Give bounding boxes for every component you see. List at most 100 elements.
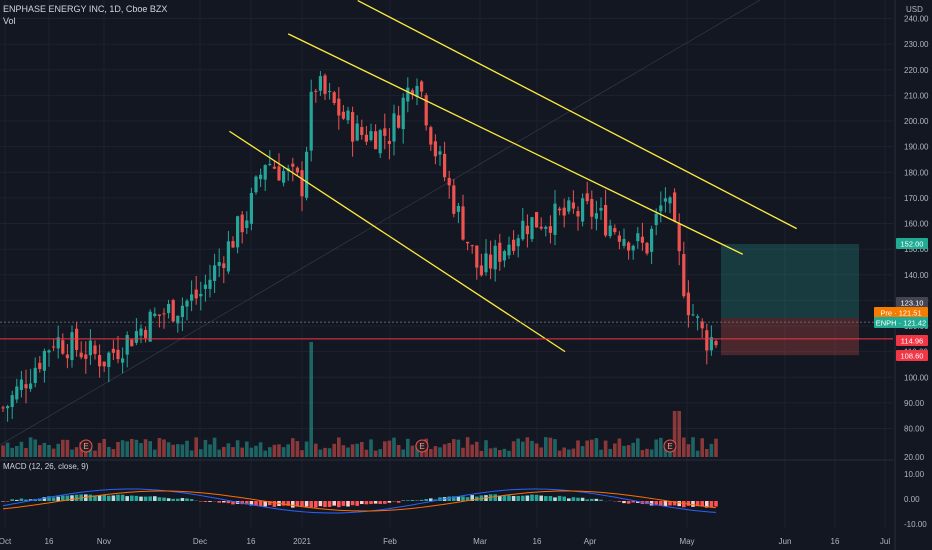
candle-body [231, 241, 235, 248]
candle-body [709, 337, 713, 351]
earnings-label: E [83, 442, 88, 451]
macd-histogram-bar [341, 501, 346, 506]
horizontal-lines[interactable] [0, 321, 893, 340]
macd-histogram-bar [309, 501, 313, 508]
volume-bar [475, 441, 479, 457]
macd-histogram-bar [387, 501, 392, 503]
candle-body [627, 242, 631, 251]
candle-body [314, 90, 318, 92]
candle-body [65, 354, 69, 359]
candle-body [645, 242, 649, 254]
position-tool[interactable] [721, 244, 859, 356]
candle-body [378, 130, 382, 154]
candle-body [622, 239, 626, 246]
macd-histogram-bar [116, 494, 120, 501]
time-tick-label: 16 [831, 537, 840, 546]
macd-histogram-bar [162, 497, 166, 501]
candle-body [392, 113, 396, 142]
volume-bar [544, 437, 548, 457]
volume-bar [341, 445, 346, 457]
candle-body [507, 244, 511, 256]
volume-bar [28, 437, 33, 457]
candle-body [305, 151, 309, 198]
volume-bar [111, 449, 116, 457]
candle-body [213, 265, 217, 281]
macd-histogram-bar [281, 501, 286, 506]
channel-lines[interactable] [229, 0, 798, 353]
volume-bar [258, 442, 263, 457]
volume-bar [327, 448, 332, 457]
macd-histogram-bar [539, 495, 543, 501]
candle-body [369, 131, 373, 141]
price-badge-label: 108.60 [901, 352, 924, 361]
candle-body [397, 115, 401, 128]
volume-bar [245, 441, 249, 457]
candle-body [162, 313, 166, 315]
volume-bar [626, 445, 631, 457]
candle-body [6, 406, 10, 409]
volume-bar [695, 450, 700, 457]
candle-body [84, 354, 88, 359]
volume-bar [281, 447, 286, 457]
time-axis[interactable]: Oct 16 Nov Dec 16 2021 Feb Mar 16 Apr May Jun 16 Jul [0, 537, 890, 546]
volume-bar [107, 446, 111, 457]
volume-bar [502, 448, 507, 457]
candle-body [240, 214, 244, 233]
volume-bar [709, 443, 714, 457]
macd-histogram-bar [139, 496, 143, 501]
macd-histogram-bar [705, 501, 709, 508]
macd-histogram-bar [631, 501, 635, 503]
price-tick-label: 230.00 [904, 40, 929, 49]
candle-body [134, 331, 138, 343]
candle-body [581, 198, 585, 222]
price-axis[interactable]: 240.00 230.00 220.00 210.00 200.00 190.00 180.… [904, 15, 929, 530]
candle-body [277, 166, 281, 181]
candle-body [512, 239, 516, 251]
price-badge-label: Pre · 121.51 [880, 309, 921, 318]
volume-bar [383, 441, 387, 457]
channel-line [229, 130, 566, 353]
volume-bar [1, 445, 5, 457]
candle-body [406, 87, 410, 102]
volume-bar [125, 441, 129, 457]
macd-histogram-bar [10, 499, 14, 501]
price-tick-label: 20.00 [904, 453, 925, 462]
macd-histogram-bar [585, 499, 589, 501]
volume-bar [199, 449, 203, 457]
volume-bar [429, 449, 433, 457]
volume-bar [143, 439, 148, 457]
candle-body [530, 217, 534, 240]
candle-body [466, 241, 470, 244]
macd-histogram-bar [166, 498, 171, 501]
candle-body [61, 340, 65, 354]
volume-bar [387, 440, 392, 457]
candle-body [208, 279, 212, 289]
candle-body [332, 92, 336, 104]
macd-histogram-bar [102, 494, 106, 501]
candle-body [429, 127, 433, 145]
macd-histogram-bar [125, 496, 129, 501]
macd-label: MACD (12, 26, close, 9) [3, 462, 89, 471]
volume-bar [38, 445, 42, 457]
volume-bar [378, 449, 382, 457]
candle-body [19, 379, 23, 391]
candle-body [328, 91, 332, 93]
macd-histogram-bar [332, 501, 336, 506]
target-zone [721, 244, 859, 319]
candle-body [125, 334, 129, 355]
volume-bar [700, 438, 704, 457]
candle-body [295, 167, 299, 173]
macd-histogram-bar [548, 496, 553, 501]
candle-body [613, 228, 617, 233]
macd-histogram-bar [185, 498, 189, 501]
macd-histogram-bar [111, 495, 116, 501]
macd-histogram-bar [346, 501, 350, 507]
macd-histogram-bar [217, 501, 221, 503]
macd-histogram-bar [199, 501, 203, 502]
volume-bar [479, 450, 484, 457]
macd-histogram-bar [700, 501, 704, 507]
volume-bar [682, 437, 686, 457]
candle-body [484, 253, 488, 273]
